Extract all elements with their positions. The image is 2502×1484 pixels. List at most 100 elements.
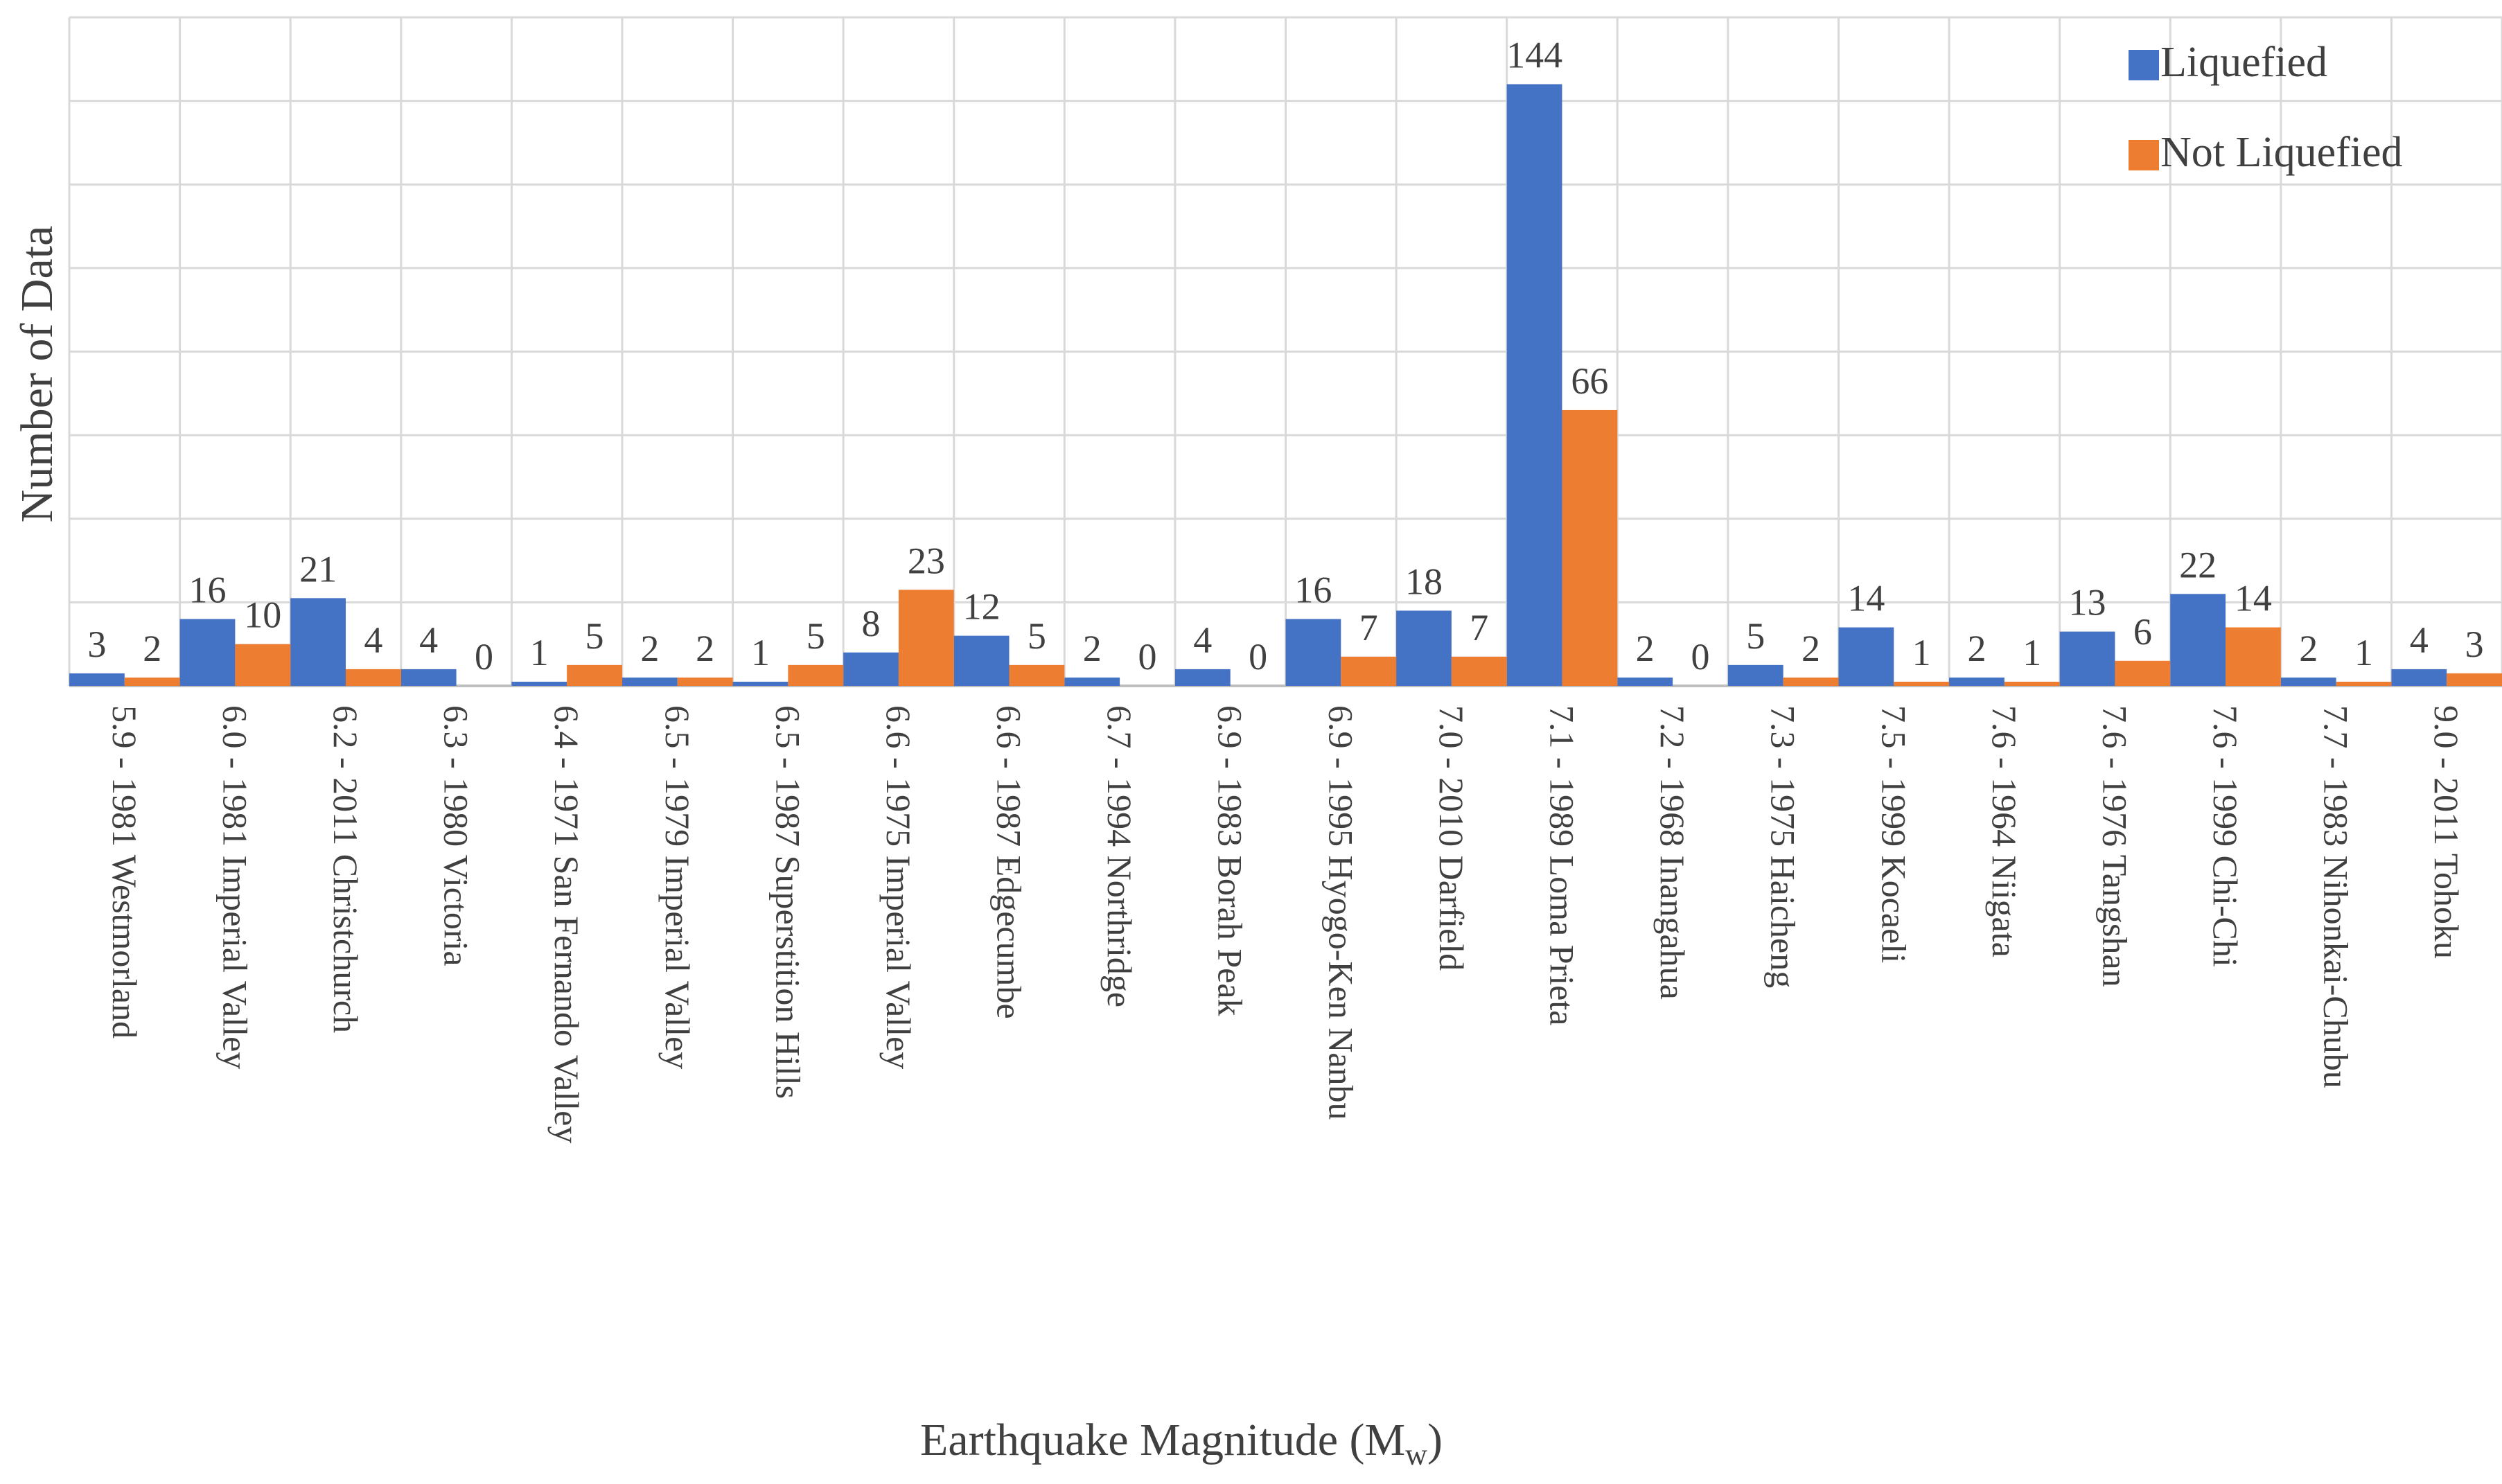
legend-swatch-liquefied (2129, 50, 2159, 80)
data-label: 13 (2069, 582, 2106, 624)
data-label: 1 (2023, 632, 2041, 673)
x-tick-label: 6.9 - 1983 Borah Peak (1211, 705, 1250, 1016)
bar-not-liquefied (1783, 677, 1839, 686)
data-label: 2 (1083, 628, 1102, 669)
data-label: 7 (1359, 607, 1378, 648)
bar-not-liquefied (1894, 681, 1950, 686)
bar-not-liquefied (2226, 627, 2281, 686)
x-tick-label: 7.6 - 1976 Tangshan (2095, 705, 2134, 987)
bar-liquefied (1949, 677, 2005, 686)
data-label: 0 (1249, 636, 1267, 678)
data-label: 2 (696, 628, 714, 669)
bar-liquefied (1617, 677, 1673, 686)
data-label: 0 (475, 636, 493, 678)
data-label: 4 (2410, 619, 2429, 661)
data-label: 1 (2354, 632, 2373, 673)
x-tick-label: 6.6 - 1987 Edgecumbe (990, 705, 1029, 1019)
data-label: 16 (188, 569, 226, 611)
x-tick-label: 7.6 - 1999 Chi-Chi (2206, 705, 2245, 967)
bar-liquefied (1396, 610, 1452, 686)
bar-liquefied (511, 681, 567, 686)
bar-not-liquefied (1451, 656, 1507, 686)
data-label: 18 (1405, 560, 1443, 602)
data-label: 1 (751, 632, 770, 673)
x-tick-label: 7.1 - 1989 Loma Prieta (1542, 705, 1581, 1025)
data-label: 14 (2235, 578, 2272, 619)
bar-liquefied (1285, 619, 1341, 686)
y-axis-title: Number of Data (12, 226, 62, 523)
bar-liquefied (732, 681, 789, 686)
data-label: 16 (1294, 569, 1332, 611)
x-tick-label: 6.5 - 1979 Imperial Valley (658, 705, 697, 1069)
data-label: 4 (419, 619, 438, 661)
bar-not-liquefied (1341, 656, 1397, 686)
data-label: 21 (299, 548, 337, 590)
bar-liquefied (843, 652, 899, 686)
data-label: 2 (1967, 628, 1986, 669)
data-label: 5 (807, 615, 825, 657)
x-tick-label: 7.2 - 1968 Inangahua (1653, 705, 1692, 1000)
bar-not-liquefied (2004, 681, 2060, 686)
data-label: 8 (862, 603, 881, 644)
x-tick-label: 6.4 - 1971 San Fernando Valley (547, 705, 586, 1143)
x-tick-labels: 5.9 - 1981 Westmorland 6.0 - 1981 Imperia… (105, 705, 2466, 1143)
data-label: 7 (1470, 607, 1488, 648)
data-label: 3 (2465, 624, 2484, 665)
bar-liquefied (1727, 664, 1783, 686)
data-label: 144 (1506, 35, 1562, 76)
data-label: 1 (1912, 632, 1931, 673)
data-label: 66 (1571, 360, 1608, 402)
data-label: 2 (1801, 628, 1820, 669)
bar-liquefied (2059, 631, 2115, 686)
x-tick-label: 6.3 - 1980 Victoria (437, 705, 476, 966)
data-label: 0 (1691, 636, 1709, 678)
bar-liquefied (1838, 627, 1894, 686)
data-label: 0 (1138, 636, 1157, 678)
data-label: 22 (2179, 544, 2217, 585)
grid (68, 16, 2502, 687)
bar-not-liquefied (2447, 673, 2502, 686)
legend-label-not-liquefied: Not Liquefied (2160, 129, 2403, 176)
x-tick-label: 6.7 - 1994 Northridge (1100, 705, 1139, 1007)
data-label: 23 (908, 540, 945, 581)
bar-not-liquefied (1562, 409, 1618, 686)
data-label: 3 (87, 624, 106, 665)
data-label: 4 (364, 619, 382, 661)
x-tick-label: 6.2 - 2011 Christchurch (326, 705, 365, 1033)
legend-swatch-not-liquefied (2129, 140, 2159, 170)
data-label: 4 (1193, 619, 1212, 661)
data-label: 12 (963, 586, 1001, 628)
bar-liquefied (1174, 669, 1231, 686)
data-label: 6 (2133, 611, 2152, 653)
bar-not-liquefied (2336, 681, 2392, 686)
bar-liquefied (2170, 594, 2226, 686)
bar-not-liquefied (788, 664, 844, 686)
bar-not-liquefied (898, 590, 954, 686)
x-tick-label: 7.5 - 1999 Kocaeli (1874, 705, 1913, 963)
x-tick-label: 7.0 - 2010 Darfield (1432, 705, 1471, 971)
bar-liquefied (622, 677, 678, 686)
data-label: 2 (143, 628, 161, 669)
x-tick-label: 9.0 - 2011 Tohoku (2427, 705, 2466, 959)
bars (69, 84, 2502, 686)
x-axis-title: Earthquake Magnitude (Mw) (920, 1415, 1443, 1472)
bar-not-liquefied (2115, 660, 2171, 686)
data-label: 10 (244, 594, 281, 636)
x-tick-label: 7.7 - 1983 Nihonkai-Chubu (2317, 705, 2356, 1088)
bar-liquefied (1064, 677, 1120, 686)
x-tick-label: 6.9 - 1995 Hyogo-Ken Nanbu (1321, 705, 1360, 1120)
x-tick-label: 6.5 - 1987 Superstition Hills (768, 705, 807, 1099)
data-label: 2 (640, 628, 659, 669)
x-tick-label: 7.3 - 1975 Haicheng (1764, 705, 1803, 988)
bar-not-liquefied (677, 677, 733, 686)
data-label: 14 (1847, 578, 1885, 619)
x-tick-label: 6.6 - 1975 Imperial Valley (879, 705, 918, 1069)
bar-not-liquefied (124, 677, 180, 686)
bar-liquefied (179, 619, 236, 686)
data-label: 1 (530, 632, 549, 673)
legend-label-liquefied: Liquefied (2160, 39, 2327, 86)
bar-not-liquefied (235, 644, 291, 686)
data-label: 2 (2299, 628, 2318, 669)
